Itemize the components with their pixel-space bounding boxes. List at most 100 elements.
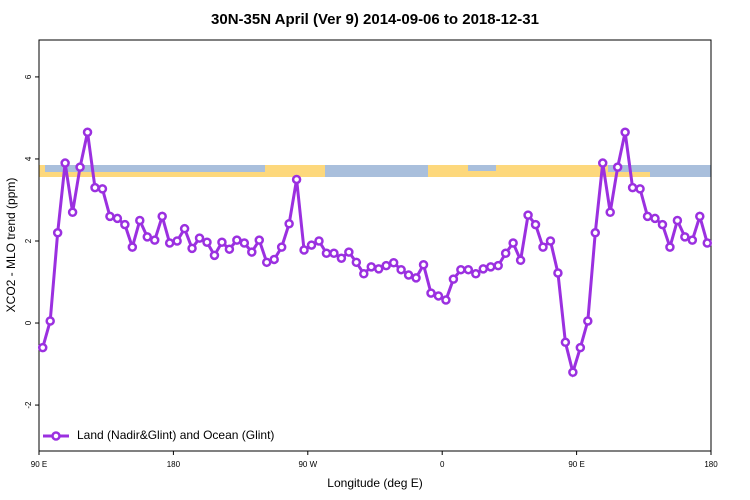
point [299, 245, 309, 255]
land-ocean-strip [39, 165, 711, 177]
point [366, 262, 377, 272]
point [172, 236, 182, 246]
point [217, 237, 227, 247]
point [650, 213, 660, 224]
point [583, 316, 593, 326]
point [478, 264, 489, 274]
legend-marker [51, 431, 61, 441]
y-axis-label: XCO2 - MLO trend (ppm) [4, 178, 18, 313]
x-tick-label: 90 E [568, 460, 584, 469]
point [635, 184, 645, 194]
point [695, 211, 705, 222]
x-tick-label: 90 E [31, 460, 47, 469]
point [620, 127, 630, 138]
point [75, 162, 85, 172]
point [665, 242, 675, 252]
point [239, 238, 250, 248]
legend-label: Land (Nadir&Glint) and Ocean (Glint) [77, 428, 274, 442]
point [471, 269, 481, 279]
point [388, 257, 399, 268]
x-tick-label: 0 [440, 460, 445, 469]
x-tick-label: 180 [704, 460, 718, 469]
point [411, 273, 421, 283]
point [135, 215, 145, 226]
y-tick-label: 2 [24, 238, 33, 243]
point [590, 228, 601, 238]
point [232, 235, 242, 245]
y-tick-label: 0 [24, 320, 33, 325]
point [702, 238, 713, 248]
point [418, 260, 429, 270]
point [523, 210, 533, 220]
point [508, 238, 518, 248]
point [687, 235, 698, 245]
point [560, 337, 571, 348]
point [657, 219, 668, 230]
point [127, 242, 138, 252]
point [149, 235, 160, 245]
point [105, 211, 115, 222]
point [597, 158, 608, 168]
point [545, 236, 556, 246]
point [247, 247, 257, 257]
y-tick-label: 6 [24, 74, 33, 79]
point [575, 342, 586, 353]
point [60, 158, 70, 168]
point [485, 262, 496, 272]
point [403, 270, 414, 280]
y-tick-label: -2 [24, 401, 33, 409]
point [179, 223, 190, 234]
point [426, 288, 436, 298]
point [538, 242, 548, 252]
point [284, 219, 294, 229]
y-tick-label: 4 [24, 156, 33, 161]
point [306, 240, 317, 250]
point [52, 228, 63, 238]
point [37, 342, 48, 353]
point [269, 254, 279, 265]
point [82, 127, 93, 138]
point [553, 268, 563, 278]
point [351, 257, 362, 268]
point [500, 248, 511, 259]
point [112, 213, 123, 224]
point [612, 162, 623, 172]
point [224, 244, 235, 254]
point [164, 238, 175, 248]
point [67, 207, 78, 218]
point [202, 237, 212, 247]
point [321, 248, 332, 259]
point [433, 291, 444, 301]
point [90, 182, 100, 193]
point [441, 295, 451, 305]
point [373, 264, 384, 274]
point [329, 248, 339, 259]
point [97, 184, 108, 194]
point [642, 211, 653, 222]
x-tick-label: 180 [167, 460, 181, 469]
point [142, 232, 153, 242]
x-axis-label: Longitude (deg E) [327, 476, 422, 490]
point [314, 236, 324, 246]
point [672, 215, 683, 226]
point [254, 235, 265, 245]
x-tick-label: 90 W [298, 460, 317, 469]
point [456, 264, 466, 275]
point [45, 316, 55, 326]
point [187, 243, 197, 254]
point [344, 247, 354, 257]
point [605, 207, 615, 218]
point [381, 260, 391, 271]
point [157, 211, 167, 222]
point [396, 264, 406, 275]
point [194, 233, 205, 243]
point [448, 274, 459, 284]
chart-title: 30N-35N April (Ver 9) 2014-09-06 to 2018… [211, 11, 539, 28]
plot-frame [38, 39, 712, 452]
point [627, 182, 638, 193]
point [530, 219, 541, 230]
point [120, 219, 130, 230]
point [261, 257, 272, 268]
point [359, 269, 369, 279]
